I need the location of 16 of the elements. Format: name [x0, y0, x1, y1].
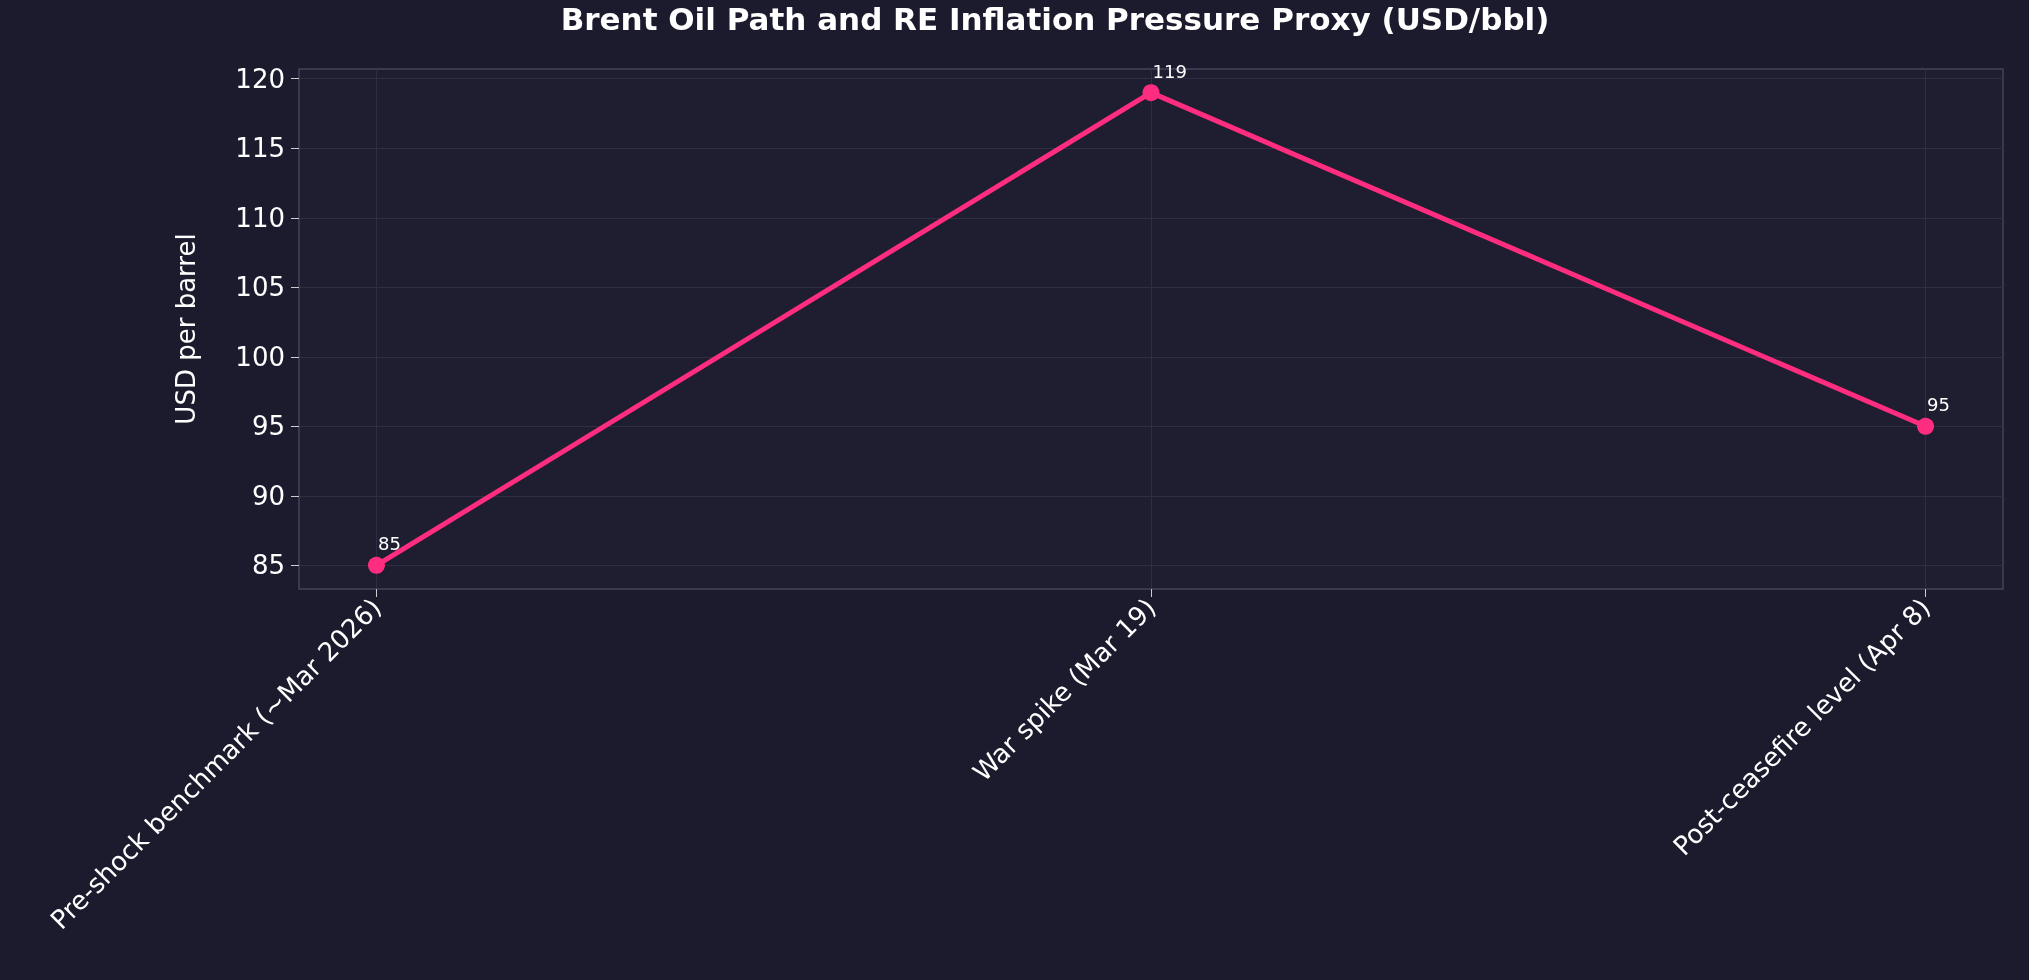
y-tick-label: 90 [251, 480, 285, 511]
point [1142, 84, 1160, 102]
y-tick-label: 105 [235, 272, 285, 303]
chart-title: Brent Oil Path and RE Inflation Pressure Proxy (USD/bbl) [560, 0, 1550, 37]
data-label: 119 [1152, 60, 1187, 82]
y-axis-title: USD per barrel [171, 233, 201, 425]
y-tick-label: 110 [235, 202, 285, 233]
y-tick-label: 85 [251, 550, 285, 581]
y-tick-label: 100 [235, 341, 285, 372]
data-label: 85 [377, 533, 401, 555]
y-tick-label: 115 [235, 133, 285, 164]
y-tick-label: 120 [235, 63, 285, 94]
y-tick-label: 95 [251, 411, 285, 442]
data-label: 95 [1927, 394, 1950, 416]
point [367, 556, 385, 574]
point [1917, 417, 1935, 435]
